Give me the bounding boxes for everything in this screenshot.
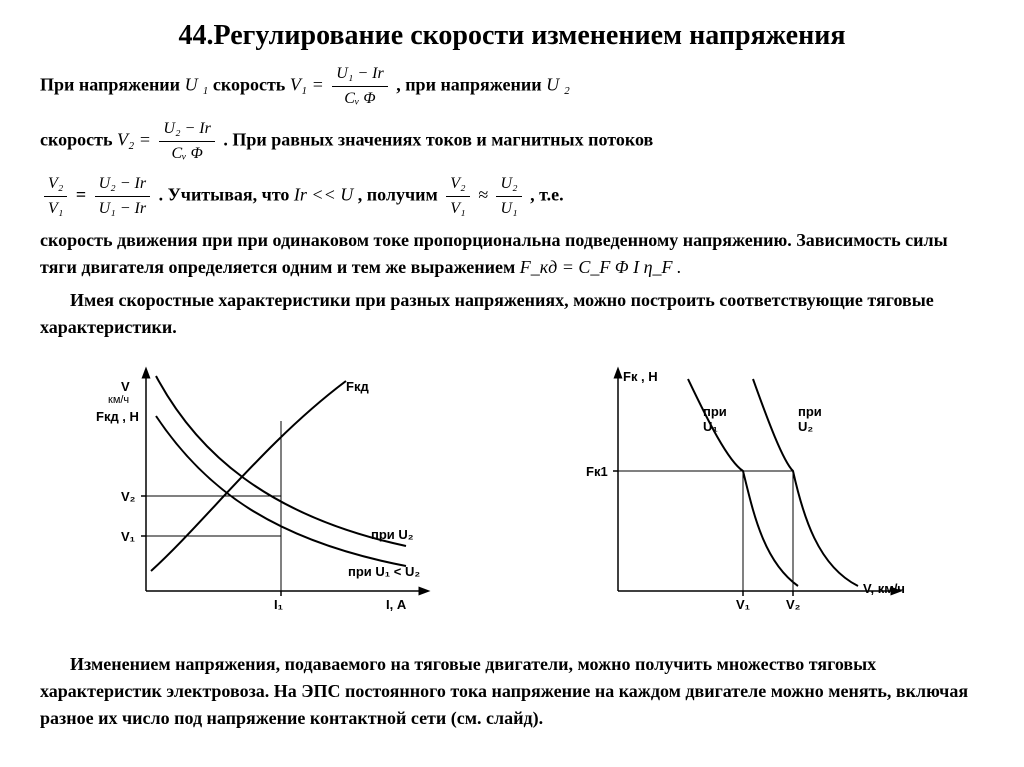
y-label-v: V xyxy=(121,379,130,394)
u1-label-b: U₁ xyxy=(703,419,718,434)
approx: ≈ xyxy=(478,185,488,205)
y-label: Fк , Н xyxy=(623,369,658,384)
tick-label-v2: V₂ xyxy=(786,597,801,612)
sym-v1eq: V₁ = xyxy=(290,75,324,95)
text: скорость движения при при одинаковом ток… xyxy=(40,230,948,277)
text: . При равных значениях токов и магнитных… xyxy=(223,130,653,150)
cond-ir: Ir << U xyxy=(294,185,353,205)
sym-u1: U ₁ xyxy=(185,75,209,95)
curve-label-fkd: Fкд xyxy=(346,379,369,394)
tick-label-v1: V₁ xyxy=(736,597,750,612)
paragraph-4: скорость движения при при одинаковом ток… xyxy=(40,227,984,281)
fraction-u2u1-ir: U₂ − Ir U₁ − Ir xyxy=(95,172,150,221)
tick-label-v2: V₂ xyxy=(121,489,136,504)
text: , получим xyxy=(358,185,443,205)
text: При напряжении xyxy=(40,75,185,95)
fraction-v2v1-b: V₂ V₁ xyxy=(446,172,469,221)
fraction-v2v1: V₂ V₁ xyxy=(44,172,67,221)
charts-row: V км/ч Fкд , Н V₂ V₁ I₁ I, А Fкд при U₂ … xyxy=(40,361,984,631)
page-title: 44.Регулирование скорости изменением нап… xyxy=(40,20,984,52)
sym-u2: U ₂ xyxy=(546,75,570,95)
eq-fkd: F_кд = C_F Φ I η_F . xyxy=(520,257,682,277)
y-label-fkd: Fкд , Н xyxy=(96,409,139,424)
tick-label-v1: V₁ xyxy=(121,529,135,544)
paragraph-5: Имея скоростные характеристики при разны… xyxy=(40,287,984,341)
tick-label-fk1: Fк1 xyxy=(586,464,608,479)
fraction-u2u1: U₂ U₁ xyxy=(496,172,521,221)
x-label: V, км/ч xyxy=(863,581,905,596)
u2-label-b: U₂ xyxy=(798,419,813,434)
paragraph-3: V₂ V₁ = U₂ − Ir U₁ − Ir . Учитывая, что … xyxy=(40,172,984,221)
curve-label-u2: при U₂ xyxy=(371,527,414,542)
text: . Учитывая, что xyxy=(159,185,294,205)
curve-label-u1: при U₁ < U₂ xyxy=(348,564,420,579)
chart-force-vs-speed: Fк , Н Fк1 V₁ V₂ V, км/ч при U₁ при U₂ xyxy=(568,361,928,631)
fraction-v2: U₂ − Ir Cᵥ Φ xyxy=(159,117,214,166)
text: скорость xyxy=(40,130,112,150)
fraction-v1: U₁ − Ir Cᵥ Φ xyxy=(332,62,387,111)
paragraph-1: При напряжении U ₁ скорость V₁ = U₁ − Ir… xyxy=(40,62,984,111)
text: скорость xyxy=(213,75,290,95)
paragraph-6: Изменением напряжения, подаваемого на тя… xyxy=(40,651,984,732)
sym-v2eq: V₂ = xyxy=(117,130,151,150)
text: , т.е. xyxy=(530,185,563,205)
u2-label-a: при xyxy=(798,404,822,419)
tick-label-i1: I₁ xyxy=(274,597,283,612)
u1-label-a: при xyxy=(703,404,727,419)
text: , при напряжении xyxy=(396,75,546,95)
x-label: I, А xyxy=(386,597,407,612)
y-label-kmch: км/ч xyxy=(108,394,129,406)
chart-speed-vs-current: V км/ч Fкд , Н V₂ V₁ I₁ I, А Fкд при U₂ … xyxy=(96,361,456,631)
paragraph-2: скорость V₂ = U₂ − Ir Cᵥ Φ . При равных … xyxy=(40,117,984,166)
